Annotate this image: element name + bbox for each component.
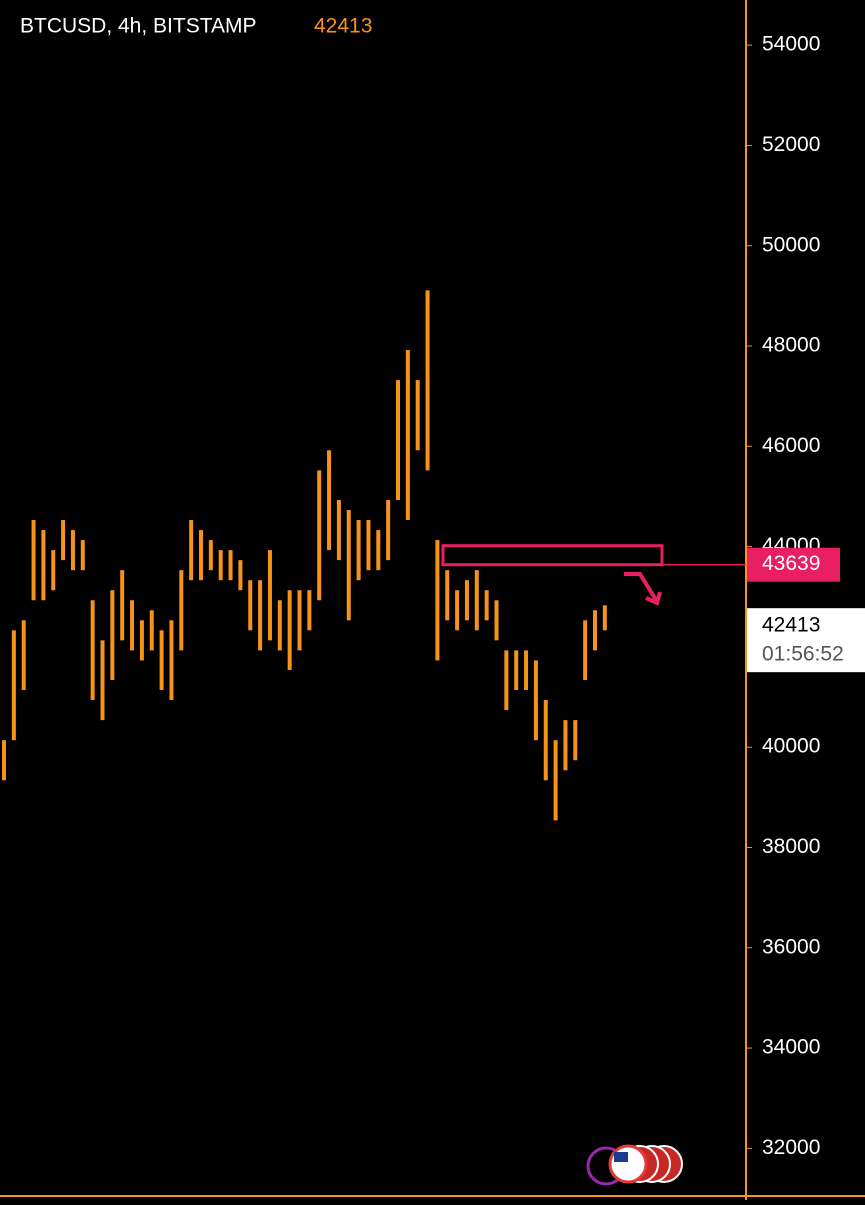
price-bar [90, 600, 95, 701]
arrow-annotation [624, 572, 662, 606]
price-bar [2, 740, 6, 781]
price-bar [228, 550, 233, 581]
price-bar [149, 610, 154, 651]
price-bar [61, 520, 66, 561]
price-bar [593, 610, 597, 651]
price-bar [376, 530, 381, 571]
price-bar [307, 590, 312, 631]
price-bar [199, 530, 203, 581]
price-bar [336, 499, 341, 561]
chart-title: BTCUSD, 4h, BITSTAMP [20, 15, 257, 38]
icon [608, 1144, 648, 1184]
price-bar [445, 570, 450, 621]
price-bar [563, 720, 568, 771]
price-bar [297, 590, 302, 651]
price-bar [238, 560, 243, 591]
price-bar [258, 580, 263, 651]
price-bar [415, 380, 420, 451]
price-bar [248, 580, 253, 631]
zone-annotation [441, 544, 664, 567]
price-bar [208, 540, 213, 571]
last-price-label: 42413 [762, 614, 820, 637]
price-bar [31, 520, 36, 601]
price-bar [267, 550, 272, 641]
price-bar [435, 540, 440, 661]
price-bar [130, 600, 135, 651]
price-bar [80, 540, 85, 571]
price-bar [21, 620, 26, 691]
price-bar [455, 590, 460, 631]
price-bar [504, 650, 509, 711]
price-bar [366, 520, 371, 571]
y-tick-label: 38000 [762, 835, 820, 858]
price-bar [553, 740, 558, 821]
price-bar [317, 470, 322, 601]
price-bar [41, 530, 46, 601]
flag-canton [614, 1152, 628, 1162]
y-tick-label: 54000 [762, 33, 820, 56]
price-bar [425, 290, 430, 471]
price-bar [494, 600, 499, 641]
price-bar [524, 650, 529, 691]
y-tick-label: 50000 [762, 233, 820, 256]
alert-label-box [747, 547, 840, 582]
price-bar [159, 630, 164, 691]
price-bar [169, 620, 174, 701]
price-bar [484, 590, 489, 621]
price-bar [139, 620, 144, 661]
price-bar [602, 605, 607, 631]
y-tick-label: 34000 [762, 1036, 820, 1059]
price-bar [474, 570, 479, 631]
y-tick-label: 40000 [762, 735, 820, 758]
price-bar [218, 550, 223, 581]
last-price-box [747, 608, 865, 673]
price-bar [583, 620, 588, 680]
price-bar [573, 720, 578, 761]
price-bar [346, 509, 351, 621]
price-bar [327, 450, 332, 551]
y-tick-label: 32000 [762, 1136, 820, 1159]
price-bar [543, 700, 548, 781]
alert-label: 43639 [762, 552, 820, 575]
price-bar [189, 520, 194, 581]
y-tick-label: 46000 [762, 434, 820, 457]
title-last-price: 42413 [314, 15, 372, 38]
price-bar [11, 630, 16, 741]
y-tick-label: 48000 [762, 334, 820, 357]
price-bar [514, 650, 519, 691]
price-bar [100, 640, 105, 721]
price-bar [110, 590, 115, 680]
y-tick-label: 36000 [762, 935, 820, 958]
price-bar [464, 580, 469, 621]
y-tick-label: 52000 [762, 133, 820, 156]
price-bar [533, 660, 538, 741]
event-icons [586, 1144, 683, 1186]
price-bar [120, 570, 125, 641]
countdown-label: 01:56:52 [762, 643, 844, 666]
price-bar [405, 350, 410, 521]
price-bar [277, 600, 282, 651]
price-bar [356, 520, 361, 581]
price-bar [396, 380, 400, 500]
price-bar [51, 550, 56, 591]
price-bar [386, 499, 391, 561]
price-bar [287, 590, 292, 670]
price-bar [70, 530, 75, 571]
price-bar [179, 570, 184, 651]
